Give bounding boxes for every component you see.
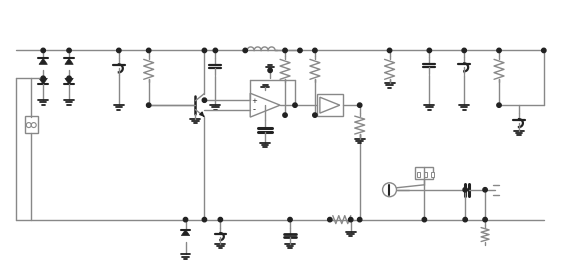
Polygon shape [65,78,73,84]
Polygon shape [39,59,48,64]
Circle shape [67,76,71,80]
Circle shape [497,48,501,53]
Circle shape [328,218,332,222]
Circle shape [203,218,207,222]
Circle shape [283,113,287,117]
Text: +: + [251,98,257,104]
Circle shape [313,48,317,53]
Bar [431,172,434,177]
Circle shape [293,103,297,107]
Circle shape [422,218,427,222]
Circle shape [67,48,71,53]
Circle shape [288,218,292,222]
Circle shape [463,188,467,192]
Polygon shape [320,97,340,113]
Circle shape [463,218,467,222]
Bar [417,172,420,177]
Bar [424,172,427,177]
Circle shape [542,48,546,53]
Circle shape [387,48,392,53]
Circle shape [268,68,272,73]
Circle shape [349,218,353,222]
Circle shape [203,98,207,102]
Text: -: - [252,105,256,114]
Circle shape [117,48,121,53]
Circle shape [147,103,151,107]
Circle shape [183,218,188,222]
Circle shape [283,48,287,53]
Circle shape [357,103,362,107]
Circle shape [313,113,317,117]
Circle shape [218,218,222,222]
Circle shape [497,103,501,107]
Polygon shape [39,78,48,84]
Circle shape [41,48,45,53]
Circle shape [213,48,218,53]
Circle shape [483,188,487,192]
Circle shape [41,76,45,80]
Bar [317,94,343,116]
Bar [416,167,433,179]
Bar [25,116,38,133]
Polygon shape [181,230,190,235]
Circle shape [243,48,247,53]
Polygon shape [65,59,73,64]
Polygon shape [250,93,280,117]
Circle shape [203,48,207,53]
Circle shape [427,48,431,53]
Circle shape [357,218,362,222]
Circle shape [147,48,151,53]
Circle shape [483,218,487,222]
Circle shape [462,48,467,53]
Circle shape [298,48,302,53]
